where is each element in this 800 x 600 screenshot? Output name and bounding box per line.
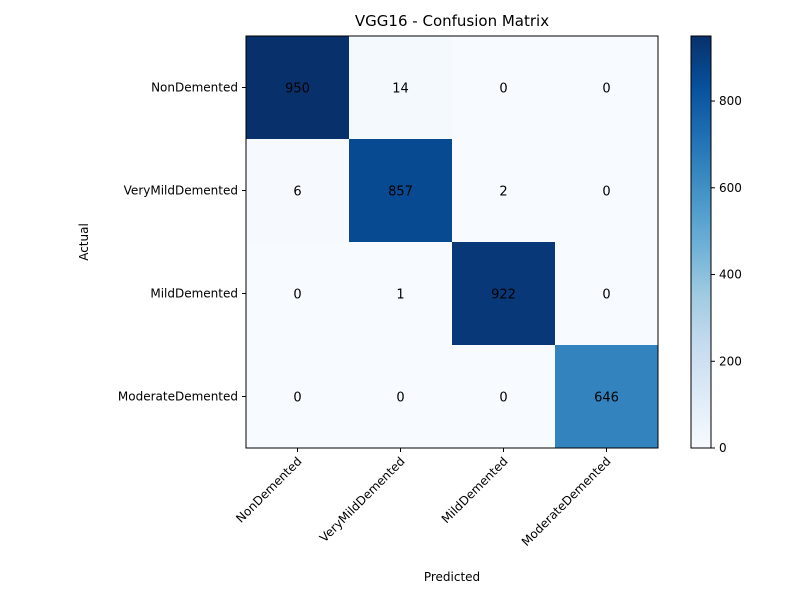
heatmap-cell [246, 36, 350, 140]
cell-value-label: 2 [499, 185, 507, 200]
chart-title: VGG16 - Confusion Matrix [355, 12, 549, 30]
colorbar-tick-label: 0 [719, 441, 727, 455]
heatmap-cell [452, 242, 556, 346]
colorbar-tick-label: 400 [719, 268, 742, 282]
plot-frame [245, 35, 659, 449]
cell-value-label: 950 [285, 82, 310, 97]
cell-value-label: 646 [594, 391, 619, 406]
y-tick-label: ModerateDemented [118, 390, 238, 404]
cell-value-label: 1 [396, 288, 404, 303]
heatmap-cell [452, 139, 556, 243]
y-axis-ticks: NonDemented VeryMildDemented MildDemented M… [118, 81, 246, 404]
x-tick-label: MildDemented [439, 454, 511, 526]
colorbar-tick-label: 200 [719, 354, 742, 368]
heatmap-cell [452, 36, 556, 140]
heatmap-cell [555, 139, 659, 243]
heatmap-cell [555, 36, 659, 140]
heatmap-cell [246, 345, 350, 449]
colorbar-tick-label: 600 [719, 181, 742, 195]
heatmap-cell [349, 345, 453, 449]
x-tick-label: NonDemented [233, 454, 304, 525]
x-tick-label: VeryMildDemented [317, 454, 408, 545]
y-axis-label: Actual [77, 223, 91, 261]
y-tick-label: MildDemented [150, 287, 238, 301]
cell-value-label: 857 [388, 185, 413, 200]
heatmap-cell [452, 345, 556, 449]
cell-value-label: 6 [293, 185, 301, 200]
heatmap-cell-labels: 950 14 0 0 6 857 2 0 0 1 922 0 0 0 0 646 [285, 82, 619, 406]
heatmap-cell [349, 139, 453, 243]
cell-value-label: 0 [293, 288, 301, 303]
cell-value-label: 0 [602, 185, 610, 200]
colorbar-ticks: 0 200 400 600 800 [711, 94, 742, 455]
cell-value-label: 0 [602, 82, 610, 97]
cell-value-label: 0 [602, 288, 610, 303]
heatmap-cell [246, 242, 350, 346]
heatmap-cell [555, 242, 659, 346]
x-axis-ticks: NonDemented VeryMildDemented MildDemented M… [233, 448, 614, 549]
heatmap-cells [246, 36, 659, 449]
cell-value-label: 922 [491, 288, 516, 303]
cell-value-label: 0 [396, 391, 404, 406]
x-axis-label: Predicted [424, 570, 480, 584]
y-tick-label: NonDemented [151, 81, 238, 95]
heatmap-cell [246, 139, 350, 243]
colorbar-tick-label: 800 [719, 94, 742, 108]
heatmap-cell [349, 36, 453, 140]
colorbar [690, 35, 712, 449]
heatmap-cell [349, 242, 453, 346]
cell-value-label: 0 [499, 82, 507, 97]
heatmap-cell [555, 345, 659, 449]
y-tick-label: VeryMildDemented [124, 184, 238, 198]
cell-value-label: 14 [392, 82, 409, 97]
x-tick-label: ModerateDemented [519, 454, 614, 549]
cell-value-label: 0 [293, 391, 301, 406]
cell-value-label: 0 [499, 391, 507, 406]
